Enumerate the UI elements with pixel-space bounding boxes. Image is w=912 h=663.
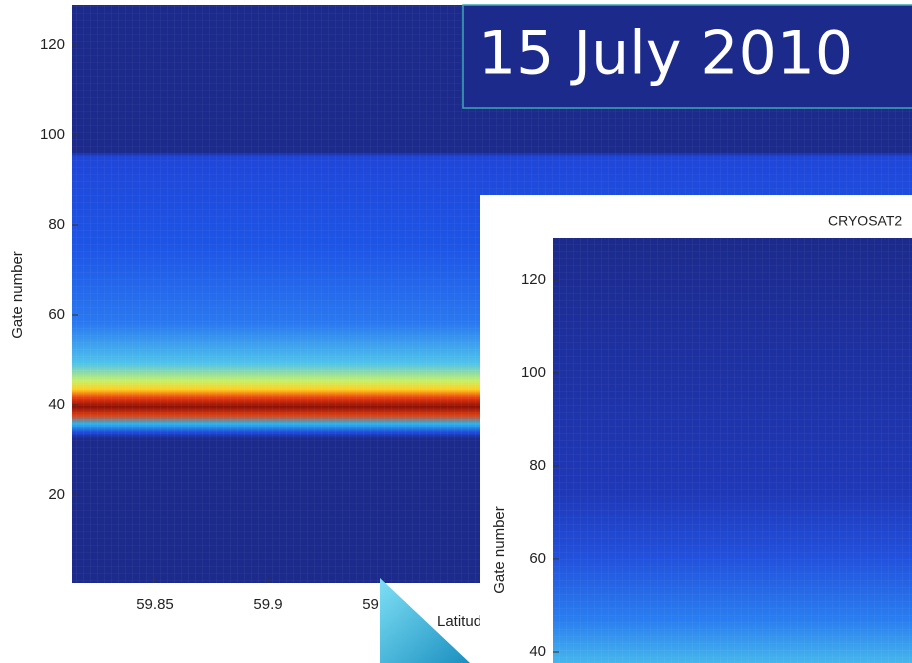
x-tick-label: 59.85 xyxy=(136,596,174,613)
x-axis-label: Latitude xyxy=(437,613,490,630)
decorative-triangle xyxy=(380,578,470,663)
y-tick-label: 80 xyxy=(48,216,65,233)
y-tick-label: 80 xyxy=(529,457,546,474)
y-axis-label: Gate number xyxy=(9,251,26,339)
y-tick-label: 60 xyxy=(48,306,65,323)
y-tick-label: 120 xyxy=(521,271,546,288)
y-tick-label: 40 xyxy=(529,643,546,660)
y-tick-label: 100 xyxy=(521,364,546,381)
y-tick-label: 120 xyxy=(40,36,65,53)
inset-plot: CRYOSAT2 Gate number 40 60 80 100 120 xyxy=(480,195,912,663)
y-tick-label: 40 xyxy=(48,396,65,413)
y-tick-label: 100 xyxy=(40,126,65,143)
slide-title: 15 July 2010 xyxy=(478,19,853,89)
y-tick-label: 60 xyxy=(529,550,546,567)
y-tick-label: 20 xyxy=(48,486,65,503)
title-frame xyxy=(462,4,912,109)
title-box: 15 July 2010 xyxy=(462,4,912,109)
inset-title: CRYOSAT2 xyxy=(828,213,902,229)
heatmap-cells xyxy=(553,238,912,663)
y-axis-label: Gate number xyxy=(491,506,508,594)
x-tick-label: 59.9 xyxy=(253,596,282,613)
